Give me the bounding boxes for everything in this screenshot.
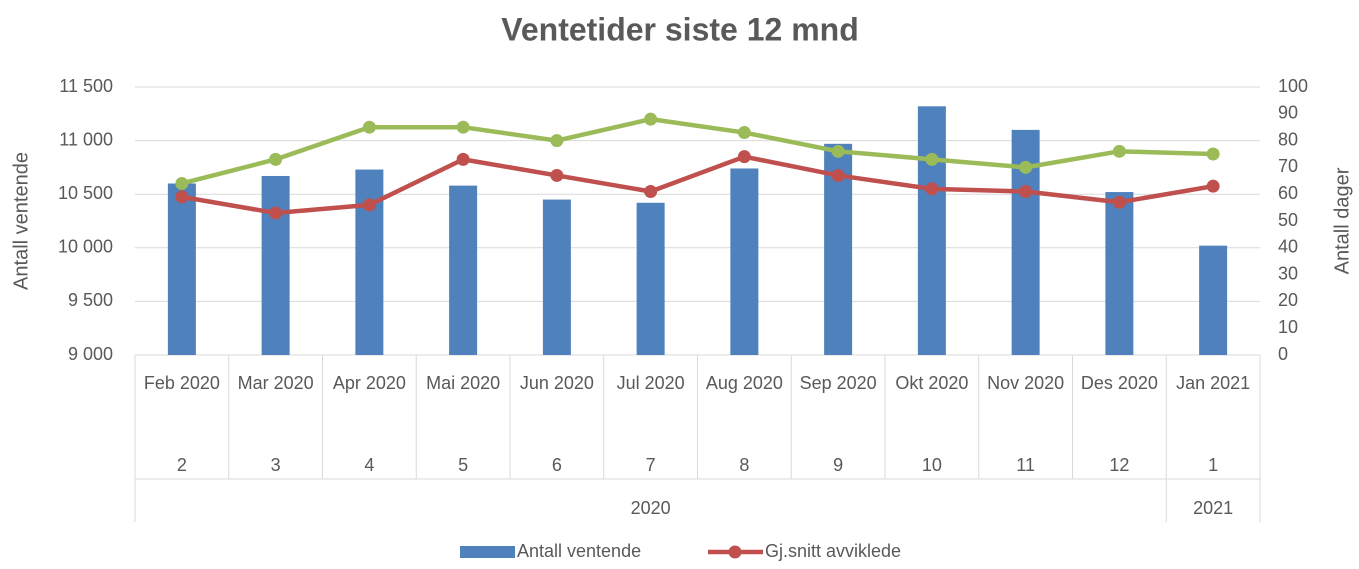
y2-tick-label: 30 (1278, 263, 1298, 283)
marker (831, 144, 845, 158)
marker (737, 150, 751, 164)
marker (831, 168, 845, 182)
marker (456, 152, 470, 166)
y2-tick-label: 80 (1278, 129, 1298, 149)
x-tick-label: Aug 2020 (706, 373, 783, 393)
y-tick-label: 10 000 (58, 237, 113, 257)
bar (167, 183, 196, 355)
bar (917, 106, 946, 356)
y2-axis-label: Antall dager (1331, 167, 1353, 274)
x-tick-label: Mai 2020 (426, 373, 500, 393)
legend-label: Antall ventende (517, 541, 641, 561)
bar (636, 202, 665, 355)
x-tick-label: Des 2020 (1081, 373, 1158, 393)
y2-tick-label: 50 (1278, 210, 1298, 230)
month-number: 12 (1109, 455, 1129, 475)
month-number: 8 (739, 455, 749, 475)
month-number: 3 (271, 455, 281, 475)
year-label: 2020 (631, 498, 671, 518)
y2-tick-label: 20 (1278, 290, 1298, 310)
x-tick-label: Jul 2020 (617, 373, 685, 393)
marker (1019, 185, 1033, 199)
marker (269, 206, 283, 220)
legend-label: Gj.snitt avviklede (765, 541, 901, 561)
y2-tick-label: 40 (1278, 237, 1298, 257)
bar (730, 168, 759, 355)
marker (644, 185, 658, 199)
line (181, 116, 1214, 186)
marker (1206, 147, 1220, 161)
x-tick-label: Jan 2021 (1176, 373, 1250, 393)
chart-title: Ventetider siste 12 mnd (501, 11, 858, 47)
y-axis-label: Antall ventende (10, 152, 32, 290)
x-tick-label: Apr 2020 (333, 373, 406, 393)
marker (175, 176, 189, 190)
y2-tick-label: 100 (1278, 76, 1308, 96)
bar (355, 169, 384, 355)
y2-tick-label: 70 (1278, 156, 1298, 176)
month-number: 11 (1016, 455, 1035, 475)
x-tick-label: Jun 2020 (520, 373, 594, 393)
marker (362, 120, 376, 134)
y-tick-label: 10 500 (58, 183, 113, 203)
month-number: 6 (552, 455, 562, 475)
x-tick-label: Feb 2020 (144, 373, 220, 393)
bar (1105, 192, 1134, 355)
y2-tick-label: 0 (1278, 344, 1288, 364)
marker (644, 112, 658, 126)
bar (261, 175, 290, 355)
marker (175, 190, 189, 204)
month-number: 10 (922, 455, 942, 475)
legend-swatch (460, 546, 515, 558)
month-number: 7 (646, 455, 656, 475)
marker (925, 182, 939, 196)
bar (449, 185, 478, 355)
marker (737, 126, 751, 140)
bar (1199, 245, 1228, 355)
y-tick-label: 9 500 (68, 290, 113, 310)
legend-marker (728, 545, 742, 559)
marker (1112, 144, 1126, 158)
x-tick-label: Nov 2020 (987, 373, 1064, 393)
x-tick-label: Sep 2020 (800, 373, 877, 393)
line (181, 154, 1214, 216)
y-tick-label: 11 500 (59, 76, 113, 96)
marker (456, 120, 470, 134)
marker (362, 198, 376, 212)
month-number: 2 (177, 455, 187, 475)
month-number: 5 (458, 455, 468, 475)
marker (1112, 195, 1126, 209)
y-tick-label: 11 000 (59, 129, 113, 149)
marker (550, 134, 564, 148)
marker (550, 168, 564, 182)
y2-tick-label: 60 (1278, 183, 1298, 203)
marker (1206, 179, 1220, 193)
month-number: 9 (833, 455, 843, 475)
marker (1019, 160, 1033, 174)
marker (269, 152, 283, 166)
marker (925, 152, 939, 166)
month-number: 4 (364, 455, 374, 475)
x-tick-label: Mar 2020 (238, 373, 314, 393)
year-label: 2021 (1193, 498, 1233, 518)
y2-tick-label: 90 (1278, 103, 1298, 123)
x-tick-label: Okt 2020 (895, 373, 968, 393)
month-number: 1 (1208, 455, 1218, 475)
y2-tick-label: 10 (1278, 317, 1298, 337)
y-tick-label: 9 000 (68, 344, 113, 364)
bar (542, 199, 571, 355)
